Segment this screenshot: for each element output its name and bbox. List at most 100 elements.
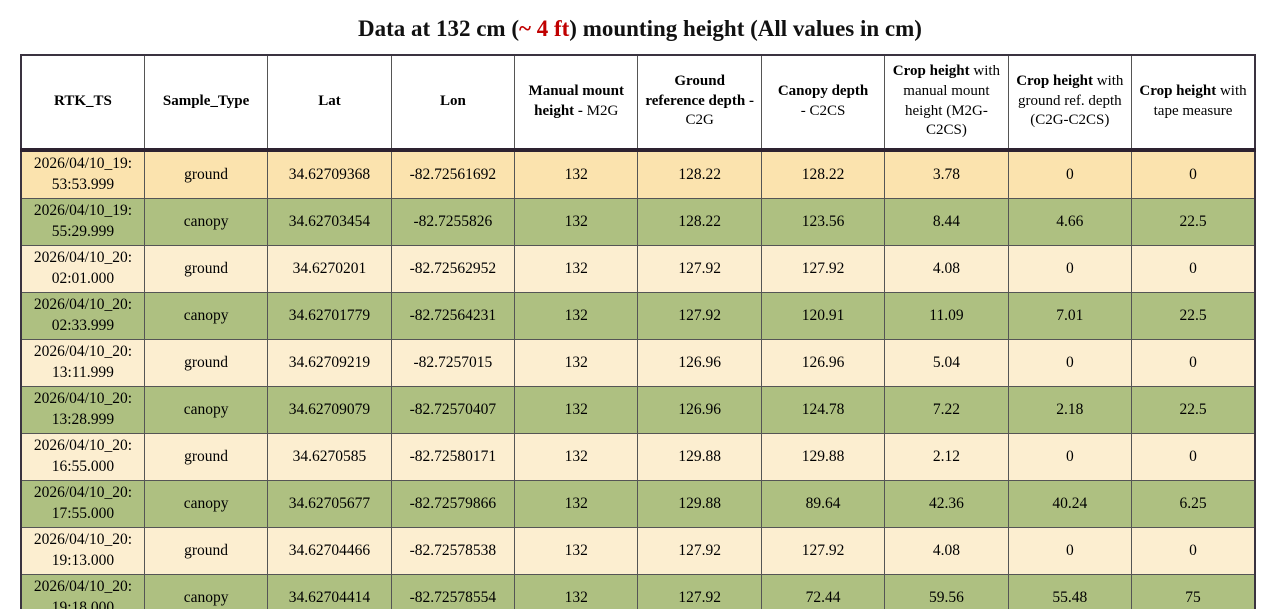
cell-crop-c2g: 40.24 [1007,479,1133,528]
cell-c2cs: 124.78 [760,385,886,434]
cell-rtk-ts: 2026/04/10_20: 17:55.000 [20,479,145,528]
cell-lat: 34.62704414 [267,573,392,609]
column-header-bold-text: Crop height [892,63,974,79]
cell-c2g: 129.88 [637,479,762,528]
header-row: RTK_TS Sample_Type Lat Lon Manual mount heig… [20,54,1256,152]
table-row: 2026/04/10_20: 02:33.999 canopy 34.6270177… [20,291,1256,340]
cell-m2g: 132 [514,573,639,609]
column-header-c2g: Ground reference depth - C2G [637,54,762,152]
cell-lat: 34.6270585 [267,432,392,481]
cell-crop-c2g: 0 [1007,149,1133,199]
column-header-lat: Lat [267,54,392,152]
column-header-rtk-ts: RTK_TS [20,54,145,152]
cell-lon: -82.72579866 [390,479,516,528]
cell-sample-type: ground [143,338,269,387]
cell-crop-c2g: 0 [1007,338,1133,387]
column-header-crop-m2g: Crop height with manual mount height (M2… [884,54,1009,152]
cell-m2g: 132 [514,385,639,434]
cell-m2g: 132 [514,526,639,575]
column-header-bold-text: Ground reference depth - [645,72,754,109]
table-row: 2026/04/10_20: 19:18.000 canopy 34.6270441… [20,573,1256,609]
cell-rtk-ts: 2026/04/10_20: 13:11.999 [20,338,145,387]
column-header-bold-text: Crop height [1016,72,1097,89]
table-row: 2026/04/10_20: 16:55.000 ground 34.6270585… [20,432,1256,481]
cell-crop-tape: 0 [1131,149,1256,199]
cell-crop-tape: 0 [1131,244,1256,293]
data-table: RTK_TS Sample_Type Lat Lon Manual mount heig… [20,53,1256,609]
cell-c2cs: 129.88 [760,432,886,481]
cell-rtk-ts: 2026/04/10_20: 02:33.999 [20,291,145,340]
cell-crop-c2g: 0 [1007,244,1133,293]
column-header-regular-text: with manual mount height (M2G-C2CS) [903,63,1001,139]
cell-c2g: 126.96 [637,385,762,434]
cell-c2cs: 127.92 [760,244,886,293]
cell-sample-type: canopy [143,479,269,528]
cell-rtk-ts: 2026/04/10_19: 55:29.999 [20,197,145,246]
cell-crop-c2g: 0 [1007,526,1133,575]
cell-sample-type: ground [143,149,269,199]
cell-crop-m2g: 59.56 [884,573,1009,609]
cell-lat: 34.62701779 [267,291,392,340]
cell-lon: -82.72580171 [390,432,516,481]
column-header-regular-text: - C2CS [800,102,846,119]
cell-c2g: 128.22 [637,197,762,246]
cell-sample-type: canopy [143,385,269,434]
cell-sample-type: canopy [143,291,269,340]
table-row: 2026/04/10_19: 53:53.999 ground 34.6270936… [20,149,1256,199]
cell-crop-tape: 22.5 [1131,291,1256,340]
column-header-bold-text: Lat [318,92,341,109]
cell-c2g: 129.88 [637,432,762,481]
cell-m2g: 132 [514,338,639,387]
page-title: Data at 132 cm (~ 4 ft) mounting height … [0,0,1280,43]
cell-lat: 34.62705677 [267,479,392,528]
cell-crop-tape: 6.25 [1131,479,1256,528]
cell-crop-m2g: 42.36 [884,479,1009,528]
table-row: 2026/04/10_20: 13:28.999 canopy 34.6270907… [20,385,1256,434]
title-suffix: ) mounting height (All values in cm) [569,16,922,41]
column-header-m2g: Manual mount height - M2G [514,54,639,152]
table-row: 2026/04/10_19: 55:29.999 canopy 34.6270345… [20,197,1256,246]
cell-lon: -82.72578554 [390,573,516,609]
table-body: 2026/04/10_19: 53:53.999 ground 34.6270936… [20,149,1256,609]
cell-crop-m2g: 2.12 [884,432,1009,481]
cell-lat: 34.62709219 [267,338,392,387]
cell-lat: 34.62709079 [267,385,392,434]
cell-m2g: 132 [514,149,639,199]
column-header-bold-text: Sample_Type [162,92,250,109]
cell-lat: 34.62704466 [267,526,392,575]
cell-crop-m2g: 8.44 [884,197,1009,246]
cell-crop-m2g: 4.08 [884,526,1009,575]
column-header-bold-text: Crop height [1139,82,1220,99]
column-header-regular-text: M2G [586,102,619,119]
cell-crop-tape: 0 [1131,432,1256,481]
column-header-bold-text: Canopy depth [777,82,869,99]
cell-c2g: 127.92 [637,573,762,609]
column-header-bold-text: RTK_TS [54,92,112,109]
cell-crop-m2g: 3.78 [884,149,1009,199]
table-row: 2026/04/10_20: 13:11.999 ground 34.6270921… [20,338,1256,387]
column-header-regular-text: with tape measure [1153,82,1247,119]
column-header-lon: Lon [390,54,516,152]
cell-c2cs: 89.64 [760,479,886,528]
cell-sample-type: ground [143,244,269,293]
cell-c2cs: 120.91 [760,291,886,340]
cell-crop-c2g: 55.48 [1007,573,1133,609]
column-header-sample-type: Sample_Type [143,54,269,152]
column-header-bold-text: Manual mount height - [528,82,624,119]
cell-c2g: 128.22 [637,149,762,199]
cell-m2g: 132 [514,291,639,340]
column-header-regular-text: with ground ref. depth (C2G-C2CS) [1017,72,1124,129]
cell-sample-type: ground [143,526,269,575]
cell-crop-tape: 22.5 [1131,197,1256,246]
cell-crop-tape: 75 [1131,573,1256,609]
cell-c2cs: 127.92 [760,526,886,575]
table-row: 2026/04/10_20: 02:01.000 ground 34.6270201… [20,244,1256,293]
cell-crop-c2g: 4.66 [1007,197,1133,246]
cell-lon: -82.7255826 [390,197,516,246]
cell-sample-type: canopy [143,197,269,246]
cell-c2g: 127.92 [637,526,762,575]
cell-crop-tape: 0 [1131,526,1256,575]
cell-lon: -82.72561692 [390,149,516,199]
cell-c2cs: 123.56 [760,197,886,246]
